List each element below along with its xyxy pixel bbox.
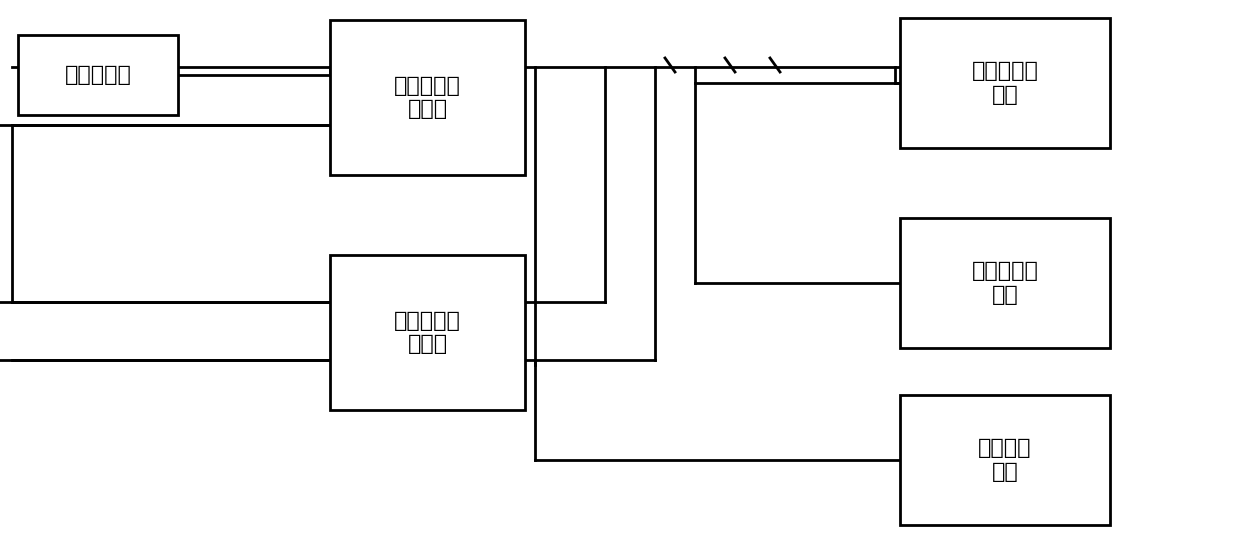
Text: 四象限整流
器模块: 四象限整流 器模块	[394, 76, 461, 119]
Text: 预充电回路: 预充电回路	[64, 65, 131, 85]
Text: 牵引逆变器
模块: 牵引逆变器 模块	[972, 62, 1038, 104]
Text: 辅助逆变
系统: 辅助逆变 系统	[978, 438, 1032, 482]
Text: 四象限整流
器模块: 四象限整流 器模块	[394, 311, 461, 354]
FancyBboxPatch shape	[900, 395, 1110, 525]
FancyBboxPatch shape	[330, 20, 525, 175]
Text: 牵引逆变器
模块: 牵引逆变器 模块	[972, 261, 1038, 305]
FancyBboxPatch shape	[19, 35, 179, 115]
FancyBboxPatch shape	[900, 18, 1110, 148]
FancyBboxPatch shape	[330, 255, 525, 410]
FancyBboxPatch shape	[900, 218, 1110, 348]
